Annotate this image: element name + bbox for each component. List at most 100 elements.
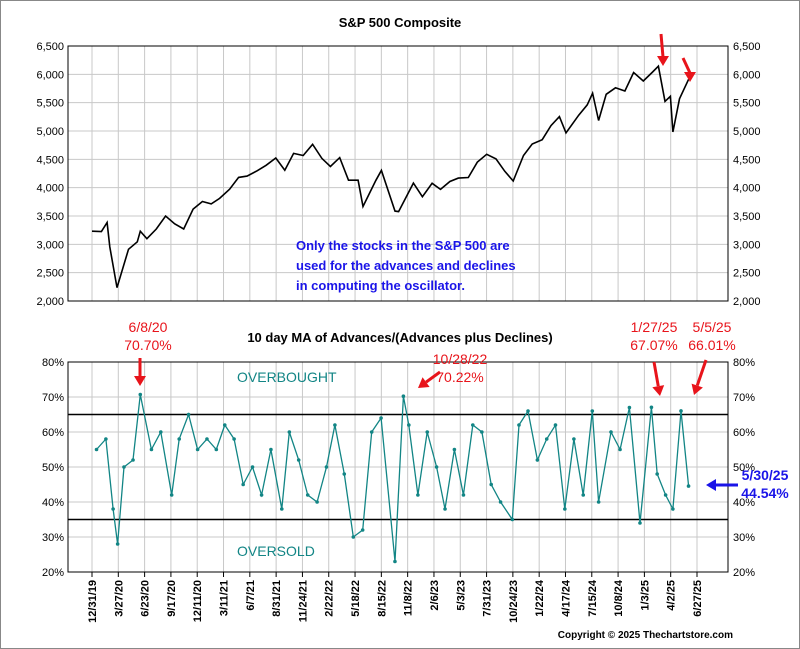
oscillator-point [407, 423, 411, 427]
oscillator-point [149, 447, 154, 452]
oscillator-point [287, 430, 292, 434]
oscillator-point [305, 493, 310, 497]
oscillator-point [122, 465, 126, 469]
oscillator-point [416, 493, 420, 497]
copyright: Copyright © 2025 Thechartstore.com [558, 630, 733, 641]
oscillator-point [315, 500, 319, 504]
y-tick-label-left: 4,500 [36, 154, 64, 166]
oscillator-point [393, 559, 397, 564]
plot-frame [67, 45, 729, 302]
oscillator-point [480, 430, 484, 434]
oscillator-point [269, 447, 273, 452]
oscillator-point [279, 507, 284, 511]
y-tick-label-left: 6,500 [36, 41, 64, 53]
overbought-label: OVERBOUGHT [237, 369, 337, 385]
oscillator-point [663, 493, 668, 497]
annotation-arrow-head [418, 377, 430, 388]
oscillator-point [434, 465, 439, 469]
oscillator-point [360, 528, 365, 532]
x-tick-label: 8/31/21 [271, 580, 283, 617]
oscillator-point [169, 493, 174, 497]
oscillator-point [259, 493, 264, 497]
plot-frame [67, 361, 729, 573]
annotation-arrow-head [706, 479, 716, 491]
oscillator-point [671, 507, 675, 511]
oscillator-point [452, 447, 457, 452]
oscillator-point [241, 482, 245, 487]
annotation-arrow-shaft [652, 361, 660, 387]
annotation-label: 10/28/22 [433, 351, 488, 367]
peak-arrow-head [684, 72, 696, 82]
oscillator-point [351, 535, 356, 539]
oscillator-point [401, 394, 406, 399]
y-tick-label-right: 6,500 [733, 41, 761, 53]
oscillator-point [471, 423, 475, 427]
y-tick-label-right: 5,000 [733, 126, 761, 138]
oscillator-point [104, 437, 108, 441]
x-tick-label: 7/15/24 [587, 579, 599, 617]
y-tick-label-right: 6,000 [733, 69, 761, 81]
oscillator-point [686, 484, 691, 488]
peak-arrow-shaft [659, 33, 665, 58]
oscillator-point [618, 447, 622, 452]
x-tick-label: 2/6/23 [429, 580, 441, 611]
sp500-line [91, 64, 690, 288]
top-chart-title: S&P 500 Composite [339, 15, 462, 30]
oscillator-point [222, 423, 227, 427]
x-tick-label: 7/31/23 [482, 580, 494, 617]
y-tick-label-right: 3,500 [733, 211, 761, 223]
y-tick-label-right: 80% [733, 357, 755, 369]
oscillator-point [679, 409, 683, 413]
annotation-label: 6/8/20 [129, 319, 168, 335]
x-tick-label: 8/15/22 [376, 580, 388, 617]
peak-arrow-shaft [681, 57, 692, 74]
oscillator-point [186, 412, 191, 417]
oscillator-point [510, 517, 515, 522]
oscillator-point [489, 482, 494, 487]
oscillator-point [177, 437, 182, 441]
oscillator-point [638, 521, 642, 525]
x-tick-label: 6/7/21 [245, 580, 257, 611]
x-tick-label: 5/18/22 [350, 580, 362, 617]
annotation-label: 5/5/25 [693, 319, 732, 335]
x-tick-label: 11/8/22 [403, 580, 415, 616]
oscillator-point [379, 416, 383, 420]
y-tick-label-right: 2,500 [733, 268, 761, 280]
x-tick-label: 11/24/21 [297, 580, 309, 622]
oscillator-point [232, 437, 236, 441]
x-tick-label: 5/3/23 [455, 580, 467, 611]
oscillator-point [572, 437, 576, 441]
y-tick-label-left: 60% [42, 427, 64, 439]
oscillator-point [205, 437, 209, 441]
oscillator-point [553, 423, 558, 427]
oscillator-point [111, 507, 115, 511]
annotation-arrow-head [691, 383, 703, 395]
y-tick-label-right: 70% [733, 392, 755, 404]
oscillator-point [131, 458, 135, 462]
oscillator-point [563, 507, 567, 511]
oversold-label: OVERSOLD [237, 543, 315, 559]
y-tick-label-right: 5,500 [733, 98, 761, 110]
oscillator-point [214, 447, 219, 452]
oscillator-point [250, 465, 255, 469]
y-tick-label-left: 3,000 [36, 239, 64, 251]
x-tick-label: 9/17/20 [166, 580, 178, 617]
sp500-panel: 2,000 2,000 2,500 2,500 3,000 3,000 3,500 3,500… [36, 33, 761, 308]
y-tick-label-left: 20% [42, 567, 64, 579]
y-tick-label-right: 40% [733, 497, 755, 509]
peak-arrow-head [657, 56, 669, 66]
annotation-label: 5/30/25 [742, 467, 789, 483]
y-tick-label-left: 2,500 [36, 268, 64, 280]
x-tick-label: 6/27/25 [692, 580, 704, 617]
x-tick-label: 3/11/21 [219, 580, 231, 616]
annotation-arrow-shaft [425, 370, 441, 384]
y-tick-label-right: 60% [733, 427, 755, 439]
y-tick-label-left: 2,000 [36, 296, 64, 308]
y-tick-label-right: 2,000 [733, 296, 761, 308]
x-tick-label: 12/11/20 [192, 580, 204, 622]
oscillator-point [138, 392, 143, 397]
note-line-3: in computing the oscillator. [296, 278, 465, 293]
oscillator-point [115, 542, 120, 546]
